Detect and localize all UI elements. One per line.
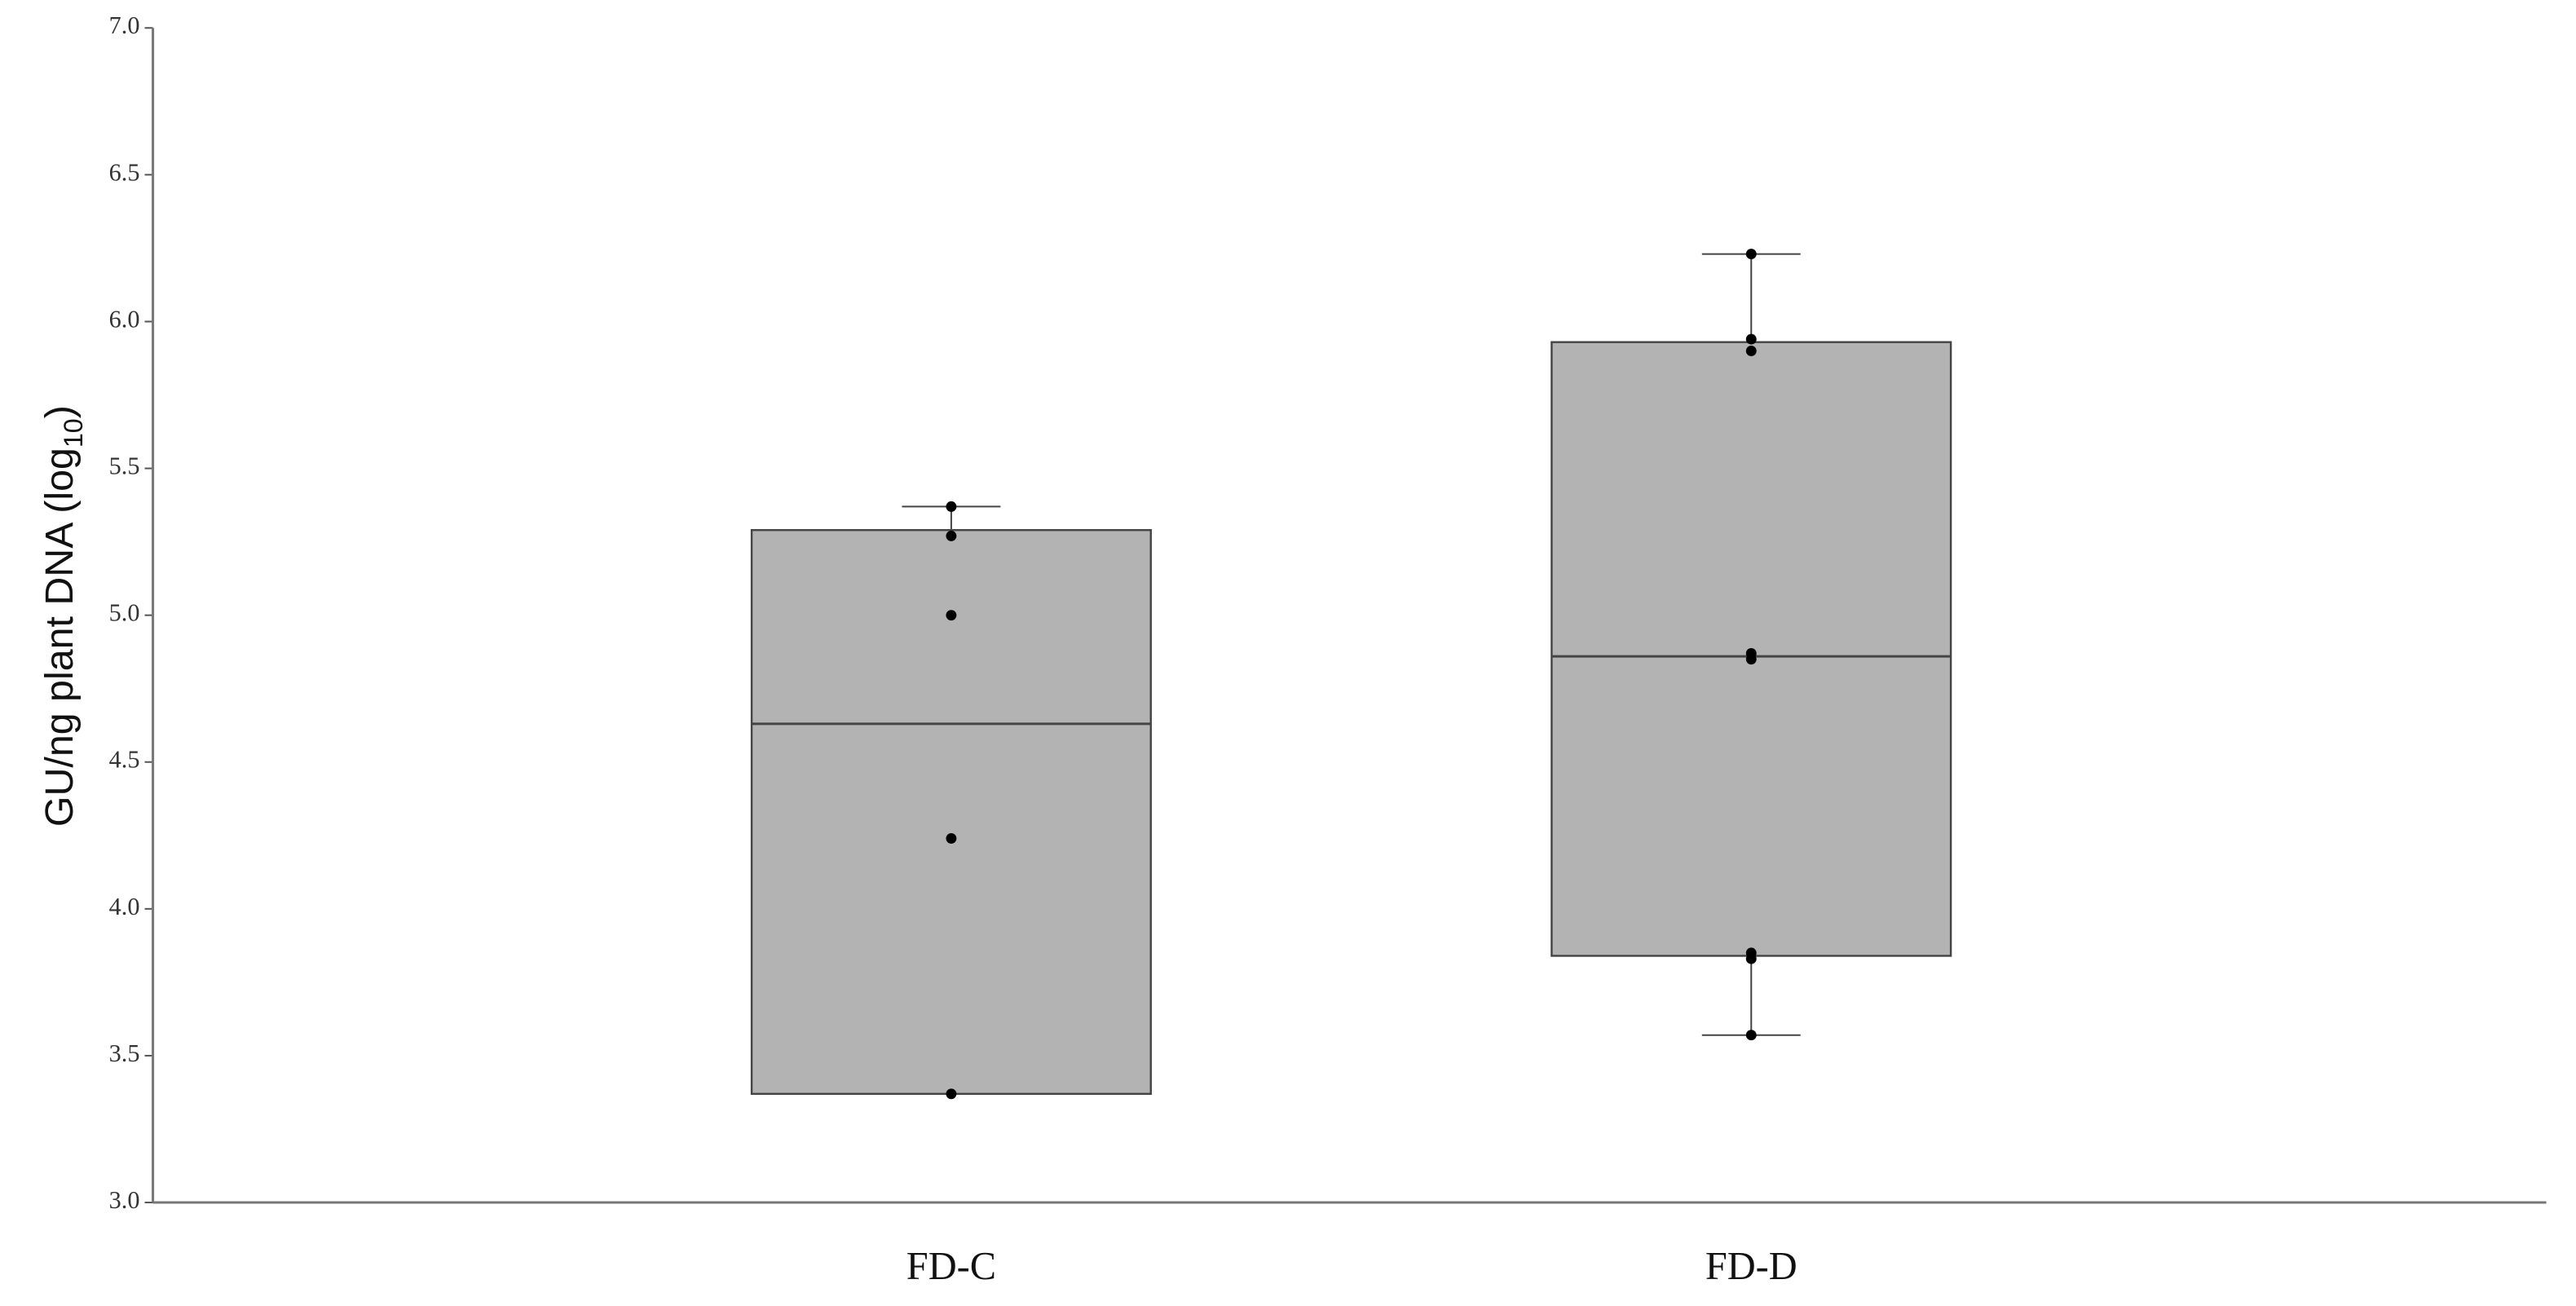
y-axis-label: GU/ng plant DNA (log10)	[37, 405, 88, 827]
y-tick-label: 6.0	[109, 305, 140, 333]
data-point	[946, 530, 957, 541]
data-point	[1745, 1030, 1757, 1041]
y-tick-label: 6.5	[109, 158, 140, 186]
data-point	[1745, 346, 1757, 356]
y-tick-label: 7.0	[109, 11, 140, 39]
y-label-subscript: 10	[59, 418, 88, 448]
y-tick-label: 5.0	[109, 599, 140, 627]
data-point	[946, 501, 957, 512]
data-point	[946, 832, 957, 844]
y-tick-label: 3.5	[109, 1039, 140, 1067]
x-tick-label: FD-C	[906, 1245, 996, 1288]
data-point	[1745, 249, 1757, 260]
x-tick-label: FD-D	[1705, 1245, 1797, 1288]
y-label-end: )	[37, 405, 82, 418]
y-label-text: GU/ng plant DNA (log	[37, 448, 82, 827]
data-point	[1745, 953, 1757, 964]
y-tick-label: 3.0	[109, 1186, 140, 1214]
data-point	[1745, 333, 1757, 345]
y-tick-label: 4.0	[109, 893, 140, 920]
y-tick-label: 5.5	[109, 452, 140, 479]
data-point	[946, 1088, 957, 1100]
y-tick-label: 4.5	[109, 746, 140, 774]
data-point	[1745, 654, 1757, 665]
box	[750, 528, 1152, 1095]
data-point	[946, 610, 957, 621]
